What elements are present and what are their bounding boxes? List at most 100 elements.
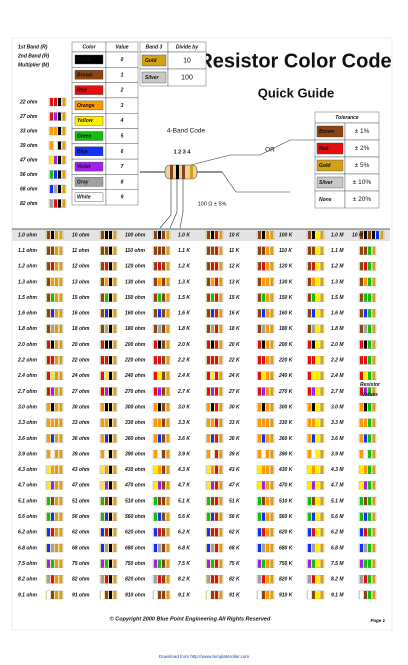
color-band (62, 141, 65, 150)
color-band (101, 544, 104, 552)
color-band (109, 418, 112, 427)
color-band (166, 418, 169, 427)
color-band (219, 356, 222, 365)
color-band (166, 481, 169, 490)
resistor-body (152, 371, 171, 381)
color-band (54, 170, 57, 179)
color-band (320, 481, 323, 490)
color-band (270, 481, 273, 490)
color-band (258, 418, 261, 427)
color-band (308, 324, 311, 333)
color-band (47, 356, 50, 365)
resistor-value: 430 K (278, 467, 293, 473)
color-band (158, 465, 161, 474)
color-band (109, 512, 112, 521)
resistor-value: 7.5 M (331, 561, 344, 567)
resistor-body (99, 590, 118, 600)
color-band (47, 293, 50, 302)
resistor-value: 5.1 K (178, 498, 190, 504)
color-band (308, 309, 311, 318)
color-band (59, 575, 62, 584)
resistor-body (99, 434, 118, 443)
color-band (262, 481, 265, 490)
resistor-value: 56 ohm (72, 514, 90, 520)
color-band (207, 277, 210, 286)
color-band (258, 403, 261, 412)
left-value: 82 ohm (20, 201, 38, 207)
resistor-body (205, 465, 224, 474)
resistor-body (306, 262, 325, 271)
resistor-value: 180 K (279, 326, 293, 332)
color-band (105, 512, 108, 521)
color-band (316, 340, 319, 349)
color-band (54, 185, 57, 193)
color-band (59, 387, 62, 396)
color-band (154, 497, 157, 506)
color-band (166, 434, 169, 443)
color-band (215, 481, 218, 490)
color-band (270, 544, 273, 552)
resistor-body (99, 246, 118, 255)
color-band (101, 590, 104, 599)
color-band (166, 387, 169, 396)
color-band (207, 512, 210, 521)
color-band (158, 293, 161, 302)
color-band (258, 450, 261, 459)
resistor-body (205, 262, 224, 271)
resistor-value: 51 K (229, 498, 240, 504)
color-band (47, 575, 50, 584)
swatch (74, 85, 104, 95)
page-number: Page 1 (370, 618, 385, 623)
color-band (113, 497, 116, 506)
divide-value: 10 (183, 57, 191, 64)
resistor-value: 330 ohm (125, 420, 146, 426)
color-band (372, 293, 375, 302)
color-band (109, 293, 112, 302)
resistor-body (152, 262, 171, 271)
color-band (109, 403, 112, 412)
resistor-body (256, 387, 275, 396)
color-band (109, 465, 112, 474)
color-band (364, 481, 367, 490)
swatch (316, 125, 344, 138)
color-band (316, 246, 319, 255)
color-band (162, 403, 165, 412)
color-band (364, 544, 367, 552)
resistor-body (358, 543, 377, 553)
color-band (51, 371, 54, 380)
resistor-body (45, 324, 64, 334)
color-band (368, 356, 371, 365)
color-band (262, 512, 265, 521)
resistor-body (152, 293, 171, 302)
resistor-value: 7.5 K (178, 561, 190, 567)
resistor-value: 7.5 ohm (18, 561, 37, 567)
color-band (270, 418, 273, 427)
resistor-body (152, 449, 171, 459)
color-band (308, 590, 311, 599)
color-band (101, 528, 104, 537)
resistor-body (45, 481, 64, 490)
color-band (320, 277, 323, 286)
color-band (51, 512, 54, 521)
color-band (312, 309, 315, 318)
color-band (320, 590, 323, 599)
resistor-body (358, 293, 377, 302)
color-band (207, 481, 210, 490)
color-band (47, 528, 50, 537)
resistor-body (256, 590, 275, 600)
color-band (372, 246, 375, 255)
resistor-value: 360 K (279, 436, 293, 442)
resistor-value: 47 K (228, 483, 240, 489)
resistor-body (205, 387, 224, 396)
color-band (258, 277, 261, 286)
resistor-value: 1.0 ohm (18, 232, 37, 238)
color-band (320, 262, 323, 271)
color-band (101, 450, 104, 459)
resistor-value: 6.8 ohm (18, 545, 37, 551)
color-band (262, 465, 265, 474)
color-band (162, 450, 165, 459)
color-band (101, 277, 104, 286)
color-band (308, 231, 311, 239)
resistor-body (45, 434, 64, 443)
